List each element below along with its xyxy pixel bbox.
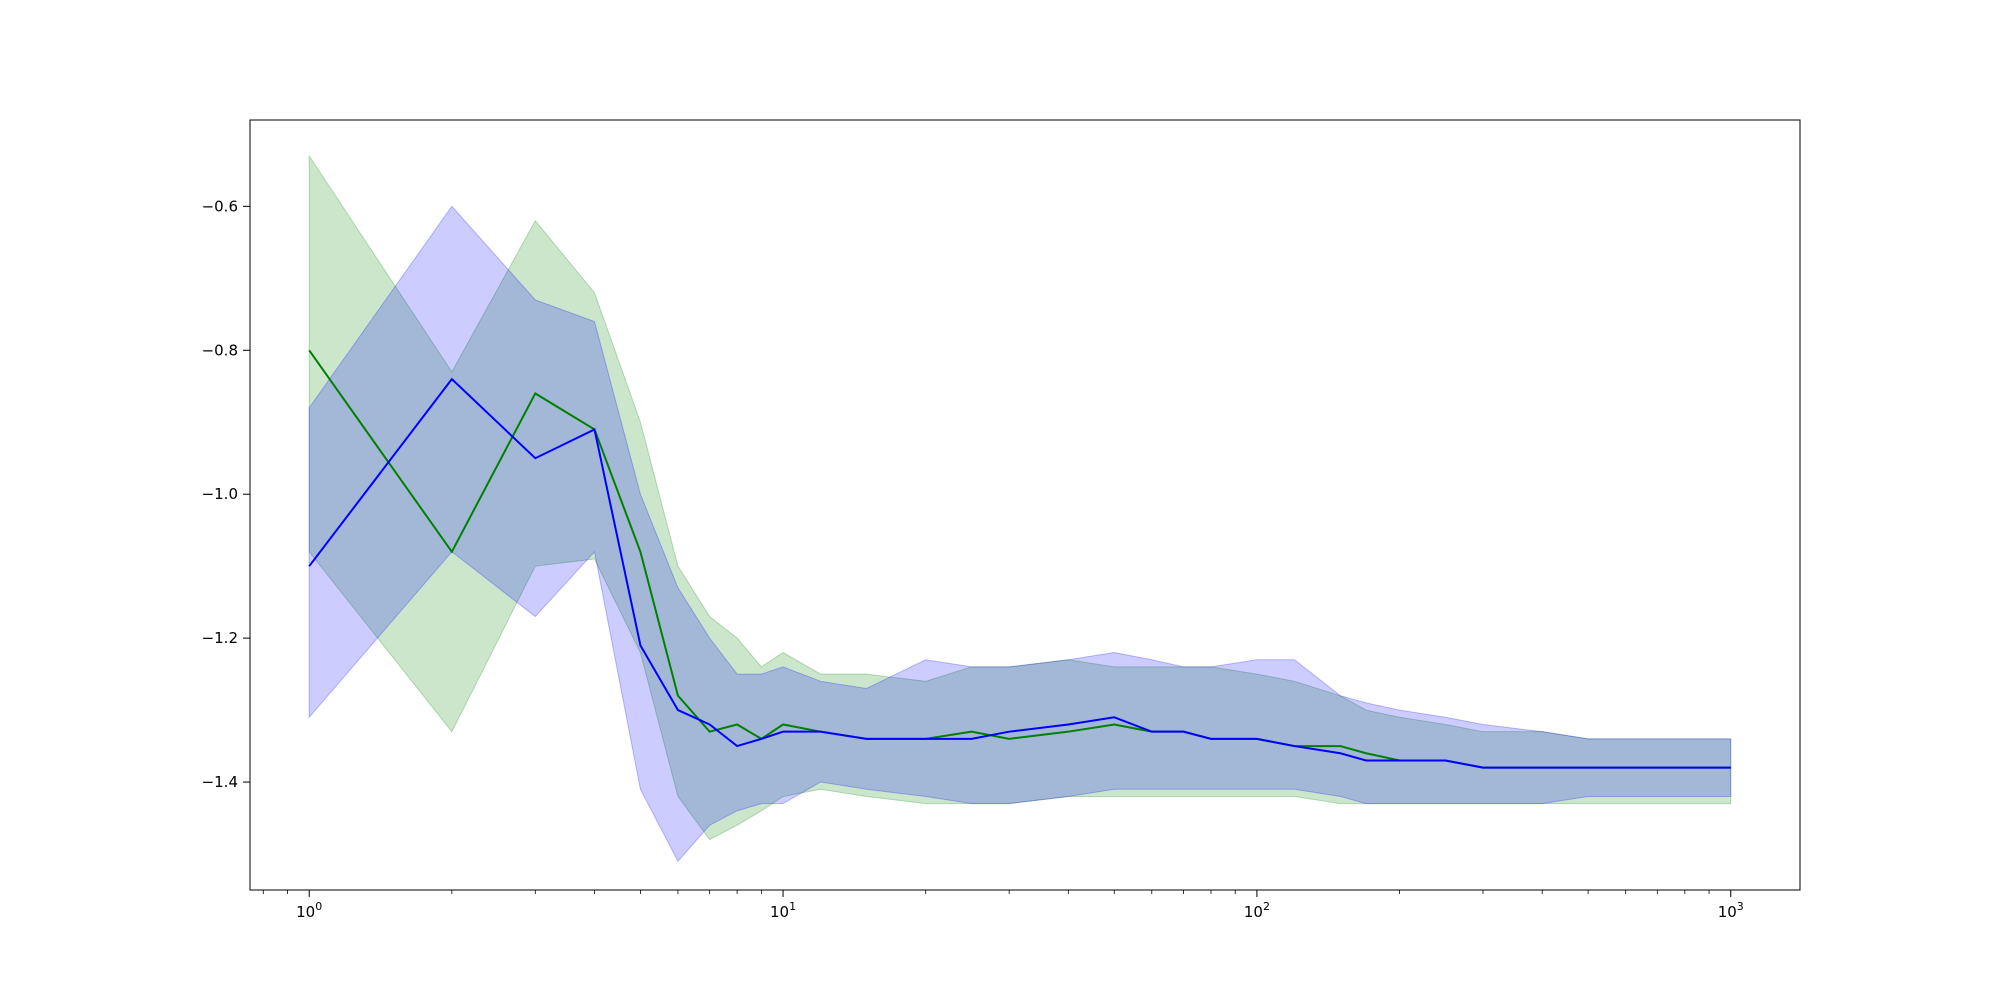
x-tick-label-exponent: 3 <box>1737 900 1744 913</box>
confidence-bands <box>308 154 1732 863</box>
series-lines <box>308 349 1731 769</box>
y-tick-label: −1.2 <box>202 629 238 647</box>
x-tick-label-base: 10 <box>1244 903 1263 921</box>
y-tick-label: −0.6 <box>202 197 238 215</box>
x-tick-label-base: 10 <box>770 903 789 921</box>
x-tick-label: 101 <box>770 900 796 921</box>
y-tick-label: −1.4 <box>202 773 238 791</box>
x-tick-label-base: 10 <box>1718 903 1737 921</box>
x-tick-label: 100 <box>296 900 322 921</box>
plot-background <box>250 120 1800 890</box>
x-axis: 100 101 102 103 <box>262 890 1744 921</box>
x-tick-label: 103 <box>1718 900 1744 921</box>
x-tick-label-base: 10 <box>296 903 315 921</box>
x-tick-label-exponent: 0 <box>315 900 322 913</box>
x-tick-label-exponent: 2 <box>1263 900 1270 913</box>
y-axis: −0.6 −0.8 −1.0 −1.2 −1.4 <box>202 197 250 791</box>
x-tick-label: 102 <box>1244 900 1270 921</box>
series-0-band <box>308 154 1732 841</box>
plot-frame <box>249 119 1801 891</box>
series-1-line <box>308 377 1731 769</box>
x-tick-label-exponent: 1 <box>789 900 796 913</box>
y-tick-label: −1.0 <box>202 485 238 503</box>
series-1-band <box>308 205 1732 863</box>
y-tick-label: −0.8 <box>202 341 238 359</box>
